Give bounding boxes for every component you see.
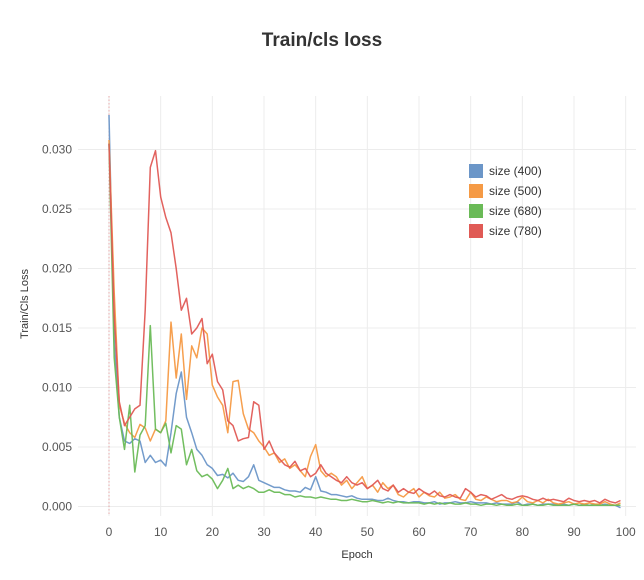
x-tick-label: 20	[206, 525, 220, 539]
y-tick-label: 0.010	[42, 381, 72, 395]
legend-label: size (500)	[489, 184, 542, 198]
legend-label: size (680)	[489, 204, 542, 218]
legend-swatch	[469, 224, 483, 238]
y-axis-label: Train/Cls Loss	[19, 269, 31, 339]
x-tick-label: 100	[616, 525, 636, 539]
x-tick-label: 10	[154, 525, 168, 539]
x-tick-label: 50	[361, 525, 375, 539]
chart-title: Train/cls loss	[261, 30, 383, 51]
x-tick-label: 40	[309, 525, 323, 539]
legend-swatch	[469, 164, 483, 178]
y-tick-label: 0.030	[42, 143, 72, 157]
legend-label: size (400)	[489, 164, 542, 178]
x-tick-label: 60	[412, 525, 426, 539]
x-tick-label: 30	[257, 525, 271, 539]
grid-layer	[78, 96, 636, 516]
legend-label: size (780)	[489, 224, 542, 238]
y-tick-label: 0.015	[42, 321, 72, 335]
x-tick-label: 90	[567, 525, 581, 539]
x-tick-label: 80	[516, 525, 530, 539]
series-line-4	[108, 143, 621, 504]
x-tick-label: 70	[464, 525, 478, 539]
series-line-2	[108, 139, 621, 507]
x-tick-label: 0	[106, 525, 113, 539]
y-tick-label: 0.000	[42, 499, 72, 513]
series-line-3	[108, 143, 621, 507]
series-layer	[108, 114, 621, 509]
series-line-1	[108, 114, 621, 509]
legend-swatch	[469, 204, 483, 218]
legend: size (400) size (500) size (680) size (780)	[469, 164, 542, 238]
x-axis-label: Epoch	[341, 549, 372, 561]
tick-layer: 0 10 20 30 40 50 60 70 80 90 100 0.000 0.005 0.010 0.0…	[42, 143, 636, 539]
legend-swatch	[469, 184, 483, 198]
y-tick-label: 0.020	[42, 262, 72, 276]
y-tick-label: 0.025	[42, 202, 72, 216]
y-tick-label: 0.005	[42, 440, 72, 454]
